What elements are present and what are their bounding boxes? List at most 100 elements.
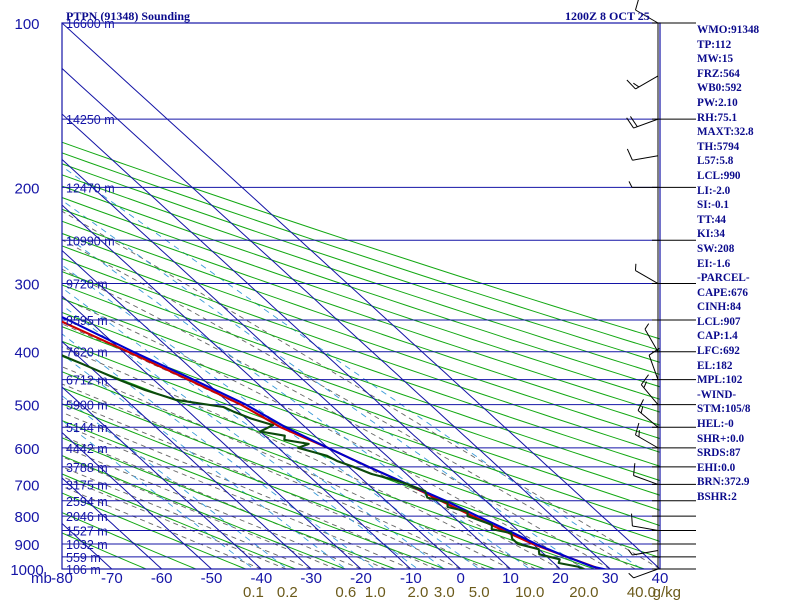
index-row: BRN:372.9 [697,476,750,489]
pressure-label: 400 [14,345,39,362]
x-unit-label: g/kg [653,584,681,600]
dry-adiabat-line [62,473,297,569]
temperature-label: -50 [201,570,223,587]
temperature-label: -20 [350,570,372,587]
mixing-ratio-label: 40.0 [627,584,656,600]
barb-flag [628,572,634,579]
dry-adiabat-line [62,437,397,569]
mixing-ratio-label: 10.0 [515,584,544,600]
dry-adiabat-line [62,284,660,496]
index-row: TT:44 [697,213,727,226]
height-label: 4442 m [66,442,108,456]
index-row: WMO:91348 [697,24,760,36]
mixing-ratio-label: 5.0 [469,584,490,600]
index-row: EHI:0.0 [697,461,736,474]
index-row: KI:34 [697,228,725,241]
height-label: 7620 m [66,346,108,360]
dry-adiabat-line [62,297,660,511]
height-label: 2594 m [66,495,108,509]
barb-flag [648,347,660,356]
mixing-ratio-line [62,353,347,569]
index-row: HEL:-0 [697,418,734,431]
barb-flag [628,181,633,188]
dry-adiabat-line [62,492,247,569]
wind-barb [628,568,659,579]
isotherm-line [62,158,511,569]
index-row: CAPE:676 [697,286,748,299]
index-row: SI:-0.1 [697,199,730,212]
dry-adiabat-line [62,245,660,453]
barb-shaft [633,568,659,579]
barb-shaft [635,434,659,449]
temperature-label: -60 [151,570,173,587]
barb-shaft [640,384,659,405]
wind-barb [648,347,660,380]
temperature-label: -70 [101,570,123,587]
moist-adiabat-line [62,239,636,569]
dry-adiabat-line [62,512,198,569]
index-row: LFC:692 [697,345,740,358]
temperature-label: 30 [602,570,619,587]
pressure-label: 300 [14,277,39,294]
barb-flag [643,381,647,388]
index-row: L57:5.8 [697,155,734,168]
height-label: 106 m [66,563,101,577]
pressure-label: 600 [14,441,39,458]
dry-adiabat-line [62,208,660,413]
dry-adiabat-line [62,326,660,542]
index-row: SHR+:0.0 [697,432,745,445]
mixing-ratio-line [62,419,255,569]
pressure-label: 200 [14,180,39,197]
index-row: EI:-1.6 [697,257,731,270]
height-label: 8595 m [66,314,108,328]
dry-adiabat-line [62,387,547,569]
mixing-ratio-label: 3.0 [434,584,455,600]
isotherm-line [62,431,212,569]
wind-barb [637,399,659,428]
temperature-label: -30 [300,570,322,587]
isotherm-line [62,67,611,569]
stability-indices-panel: WMO:91348 TP:112 MW:15 FRZ:564 WB0:592 PW:2.1… [697,23,800,505]
dry-adiabat-line [62,152,660,352]
dewpoint-line [62,354,586,569]
isotherm-line [62,23,660,569]
barb-flag [635,422,640,436]
dry-adiabat-line [62,271,660,482]
height-label: 14250 m [66,113,115,127]
index-row: TH:5794 [697,140,740,153]
pressure-label: 100 [14,16,39,33]
isotherm-line [62,522,113,569]
chart-time: 1200Z 8 OCT 25 [565,9,650,23]
height-label: 16600 m [66,17,115,31]
isotherm-line [62,340,312,569]
dry-adiabat-line [62,455,347,569]
height-label: 559 m [66,551,101,565]
dry-adiabat-line [62,185,660,388]
dry-adiabat-line [62,163,660,363]
moist-adiabat-line [62,398,461,569]
chart-title: PTPN (91348) Sounding [66,9,191,23]
barb-shaft [635,9,659,24]
index-row: TP:112 [697,38,732,51]
index-row: WB0:592 [697,82,742,95]
pressure-label: 900 [14,537,39,554]
index-row: -PARCEL- [697,272,750,285]
barb-flag [631,513,633,526]
barb-flag [633,82,640,88]
barb-flag [633,463,636,476]
height-label: 5144 m [66,421,108,435]
wind-barb [626,75,659,90]
moist-adiabat-line [62,411,436,569]
isotherm-line [62,386,262,569]
sounding-traces [62,316,609,569]
index-row: LCL:907 [697,315,741,328]
plot-frame [61,22,661,570]
index-row: -WIND- [697,388,737,401]
isotherm-line [62,477,163,569]
isotherm-line [62,295,362,569]
barb-flag [629,116,638,127]
barb-shaft [633,118,659,129]
height-label: 2046 m [66,510,108,524]
wind-barb [634,263,659,284]
barb-shaft [632,155,659,161]
